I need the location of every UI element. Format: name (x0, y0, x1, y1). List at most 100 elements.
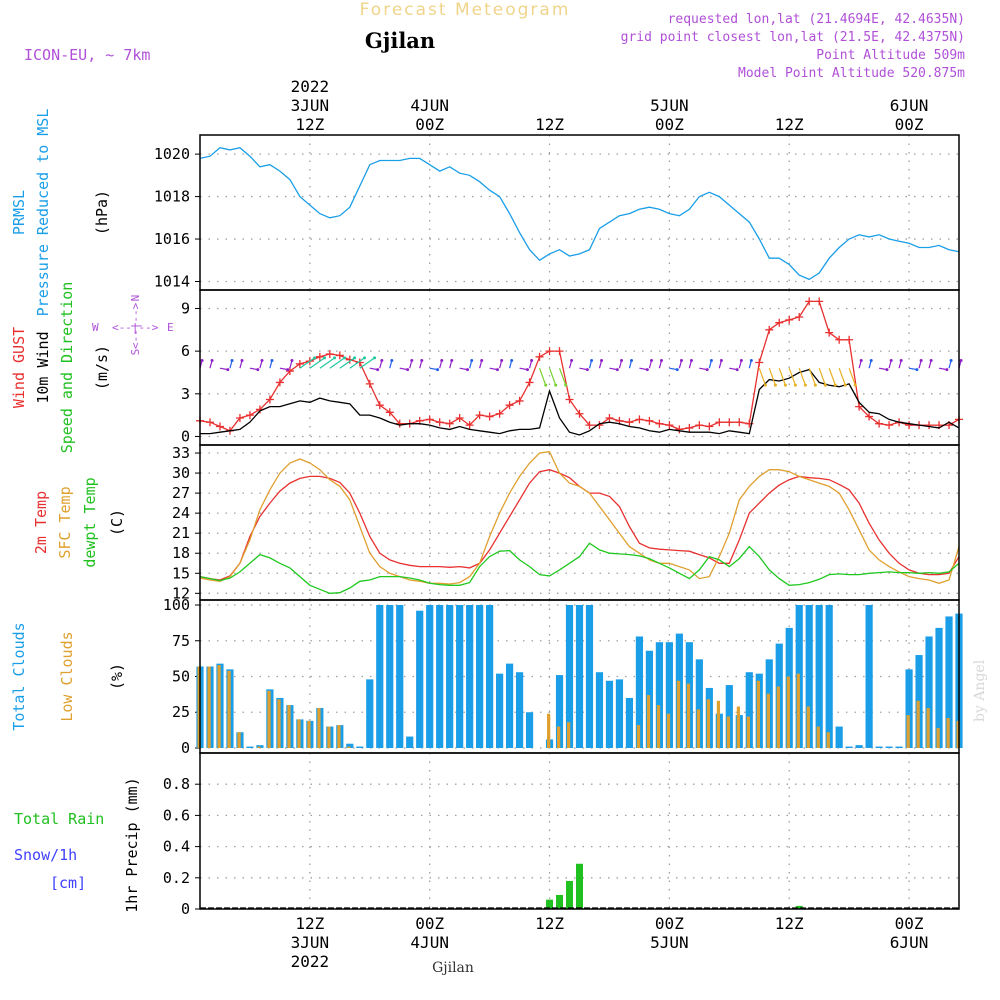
wind-direction-arrowhead (333, 356, 337, 360)
gust-marker (805, 297, 814, 306)
gust-marker (925, 421, 934, 430)
total-cloud-bar (436, 605, 444, 748)
panel-title: 2m Temp (32, 491, 50, 554)
requested-coords: requested lon,lat (21.4694E, 42.4635N) (668, 12, 965, 27)
total-cloud-bar (835, 726, 843, 748)
gust-marker (445, 419, 454, 428)
wind-direction-arrow (548, 368, 557, 386)
time-label-bottom: 00Z (895, 914, 924, 933)
total-cloud-bar (745, 672, 753, 748)
low-cloud-bar (946, 717, 950, 748)
gust-marker (685, 423, 694, 432)
low-cloud-bar (656, 705, 661, 748)
total-cloud-bar (655, 642, 663, 748)
low-cloud-bar (217, 665, 221, 748)
panel-title: SFC Temp (56, 486, 74, 558)
gust-marker (755, 358, 764, 367)
low-cloud-bar (776, 686, 780, 748)
wind-direction-arrowhead (859, 358, 863, 362)
low-cloud-bar (227, 670, 231, 748)
wind-direction-arrowhead (719, 358, 723, 362)
total-cloud-bar (625, 697, 634, 748)
total-cloud-bar (925, 636, 933, 748)
gust-marker (545, 347, 554, 356)
time-label-top: 5JUN (650, 96, 689, 115)
wind-direction-arrowhead (959, 358, 963, 362)
y-tick-label: 0.8 (163, 775, 190, 793)
low-cloud-bar (796, 673, 800, 748)
y-tick-label: 0 (181, 900, 190, 918)
panel-wind: 0 3 6 9 Wind GUST 10m Wind Speed and Direction… (10, 282, 963, 453)
total-cloud-bar (615, 679, 624, 748)
gust-marker (535, 352, 544, 361)
gust-marker (875, 419, 884, 428)
low-cloud-bar (736, 706, 741, 748)
grid-point-coords: grid point closest lon,lat (21.5E, 42.43… (621, 30, 965, 45)
total-cloud-bar (406, 736, 414, 748)
y-tick-label: 0 (181, 739, 190, 757)
total-cloud-bar (246, 746, 254, 748)
gust-marker (565, 395, 574, 404)
low-cloud-bar (956, 720, 960, 748)
rain-bar (556, 894, 564, 909)
gust-marker (855, 402, 864, 411)
low-cloud-bar (237, 732, 241, 748)
wind-direction-arrowhead (590, 358, 594, 362)
wind-direction-arrow (848, 368, 856, 386)
wind-direction-arrowhead (833, 383, 837, 387)
wind-direction-arrow (349, 357, 365, 369)
wind-direction-arrowhead (270, 358, 274, 362)
wind-direction-arrowhead (436, 368, 440, 372)
time-label-top: 00Z (895, 115, 924, 134)
low-cloud-bar (337, 725, 341, 748)
y-tick-label: 1020 (154, 145, 190, 163)
compass-vertical: <--|--> (129, 302, 142, 349)
gust-marker (385, 408, 394, 417)
total-cloud-bar (515, 672, 524, 748)
panel-title: Snow/1h (14, 846, 77, 864)
wind-direction-arrowhead (210, 358, 214, 362)
low-cloud-bar (916, 700, 920, 748)
wind-direction-arrowhead (226, 368, 230, 372)
low-cloud-bar (267, 690, 271, 748)
wind-direction-arrowhead (363, 356, 367, 360)
low-cloud-bar (936, 727, 940, 748)
total-cloud-bar (386, 605, 394, 748)
gust-marker (775, 318, 784, 327)
time-label-top: 12Z (535, 115, 564, 134)
wind-direction-arrowhead (679, 358, 683, 362)
gust-marker (785, 315, 794, 324)
time-label-bottom: 12Z (535, 914, 564, 933)
low-cloud-bar (317, 707, 321, 748)
compass-south: S (129, 349, 142, 356)
gust-marker (215, 422, 224, 431)
wind-direction-arrowhead (735, 368, 739, 372)
time-label-bottom: 6JUN (890, 933, 929, 952)
time-label-top: 00Z (655, 115, 684, 134)
gust-marker (735, 418, 744, 427)
wind-direction-arrowhead (645, 368, 649, 372)
total-cloud-bar (446, 605, 454, 748)
wind-direction-arrowhead (406, 368, 410, 372)
wind-direction-arrowhead (945, 368, 949, 372)
total-cloud-bar (496, 673, 504, 748)
panel-clouds: 0 25 50 75 100 Total Clouds Low Clouds (%) (10, 596, 963, 757)
gust-marker (885, 421, 894, 430)
wind-direction-arrowhead (620, 358, 624, 362)
total-cloud-bar (905, 669, 913, 748)
wind-direction-arrowhead (659, 358, 663, 362)
wind-direction-arrowhead (480, 358, 484, 362)
low-cloud-bar (646, 695, 651, 748)
wind-direction-arrowhead (323, 356, 327, 360)
panel-title: dewpt Temp (81, 477, 99, 567)
time-label-bottom: 3JUN (291, 933, 330, 952)
point-altitude: Point Altitude 509m (816, 48, 965, 63)
total-cloud-bar (695, 659, 703, 748)
low-cloud-bar (277, 699, 281, 748)
wind-direction-arrowhead (899, 358, 903, 362)
wind-direction-arrow (768, 368, 776, 386)
gust-marker (635, 415, 644, 424)
low-cloud-bar (726, 716, 731, 748)
wind-direction-arrowhead (530, 358, 534, 362)
